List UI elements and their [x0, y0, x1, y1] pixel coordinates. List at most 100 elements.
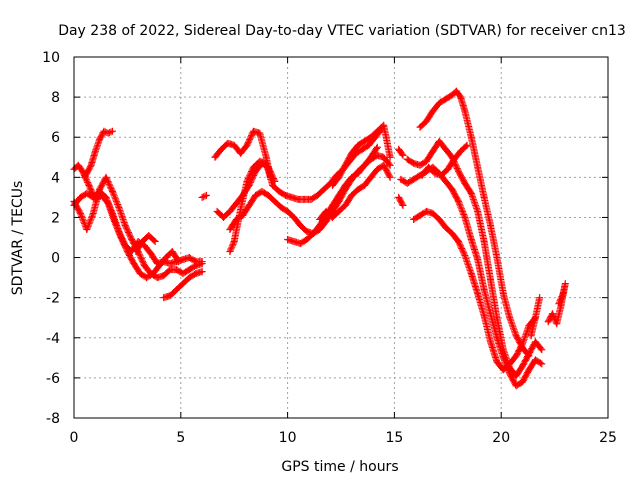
data-point	[454, 238, 462, 246]
series-19	[410, 207, 539, 374]
data-point	[226, 248, 234, 256]
y-tick-label: -8	[46, 411, 60, 427]
data-point	[307, 195, 315, 203]
data-point	[487, 338, 495, 346]
data-point	[519, 378, 527, 386]
data-point	[198, 193, 206, 201]
data-point	[525, 366, 533, 374]
data-point	[294, 195, 302, 203]
data-point	[328, 181, 336, 189]
data-point	[130, 260, 138, 268]
series-trail	[81, 128, 115, 180]
data-point	[354, 185, 362, 193]
data-point	[418, 171, 426, 179]
data-point	[281, 191, 289, 199]
data-point	[512, 382, 520, 390]
x-tick-labels: 0 5 10 15 20 25	[70, 430, 617, 446]
data-point	[128, 236, 136, 244]
data-point	[416, 123, 424, 131]
data-point	[467, 133, 475, 141]
data-point	[448, 91, 456, 99]
data-point	[373, 151, 381, 159]
data-point	[147, 250, 155, 258]
data-point	[474, 290, 482, 298]
plot-frame	[73, 56, 609, 419]
data-point	[437, 171, 445, 179]
data-point	[160, 272, 168, 280]
data-point	[166, 260, 174, 268]
data-point	[450, 155, 458, 163]
data-point	[461, 107, 469, 115]
data-point	[335, 173, 343, 181]
data-point	[173, 258, 181, 266]
data-point	[166, 266, 174, 274]
y-tick-label: 4	[51, 170, 60, 186]
data-point	[348, 149, 356, 157]
data-point	[121, 242, 129, 250]
data-point	[525, 322, 533, 330]
data-point	[309, 229, 317, 237]
series-17	[397, 163, 546, 390]
x-tick-label: 0	[70, 430, 79, 446]
data-point	[76, 209, 84, 217]
data-point	[104, 129, 112, 137]
axis-ticks	[73, 56, 609, 419]
data-point	[74, 161, 82, 169]
x-tick-label: 10	[279, 430, 297, 446]
data-point	[153, 260, 161, 268]
data-point	[83, 189, 91, 197]
data-point	[525, 352, 533, 360]
data-point	[474, 256, 482, 264]
series-trail	[133, 233, 158, 254]
data-point	[252, 191, 260, 199]
data-point	[399, 201, 407, 209]
data-point	[452, 87, 460, 95]
data-point	[290, 238, 298, 246]
series-trail	[395, 195, 406, 208]
data-point	[487, 276, 495, 284]
data-point	[160, 294, 168, 302]
data-point	[249, 127, 257, 135]
data-point	[454, 197, 462, 205]
data-point	[153, 274, 161, 282]
data-point	[373, 143, 381, 151]
data-point	[435, 137, 443, 145]
data-point	[185, 254, 193, 262]
data-point	[463, 141, 471, 149]
data-point	[271, 197, 279, 205]
data-point	[245, 201, 253, 209]
data-point	[380, 121, 388, 129]
data-point	[256, 129, 264, 137]
data-point	[429, 209, 437, 217]
data-point	[284, 207, 292, 215]
data-point	[487, 221, 495, 229]
data-point	[121, 221, 129, 229]
series-16	[395, 193, 407, 209]
data-point	[422, 207, 430, 215]
data-point	[480, 193, 488, 201]
data-point	[264, 191, 272, 199]
data-point	[499, 366, 507, 374]
data-point	[262, 159, 270, 167]
data-point	[211, 153, 219, 161]
data-point	[341, 161, 349, 169]
data-point	[185, 266, 193, 274]
data-point	[360, 161, 368, 169]
data-point	[555, 300, 563, 308]
data-point	[527, 332, 535, 340]
y-tick-label: 8	[51, 90, 60, 106]
data-point	[89, 209, 97, 217]
data-point	[367, 133, 375, 141]
data-point	[442, 223, 450, 231]
data-point	[258, 187, 266, 195]
data-point	[79, 167, 87, 175]
data-point	[386, 173, 394, 181]
data-point	[85, 181, 93, 189]
data-point	[442, 95, 450, 103]
series-6	[132, 231, 159, 256]
data-point	[316, 215, 324, 223]
data-point	[467, 236, 475, 244]
data-point	[442, 177, 450, 185]
data-point	[553, 320, 561, 328]
data-point	[487, 310, 495, 318]
